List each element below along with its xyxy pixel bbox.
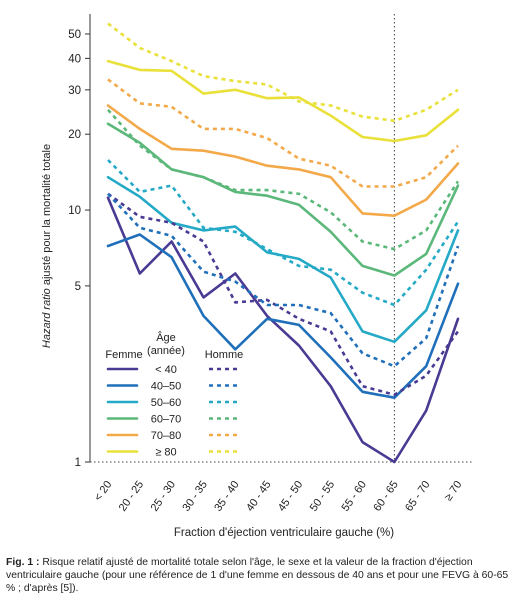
legend-age-label: 60–70 bbox=[151, 414, 182, 426]
x-tick-label: 55 - 60 bbox=[340, 479, 369, 514]
x-tick-label: 50 - 55 bbox=[308, 479, 337, 514]
legend-female-header: Femme bbox=[105, 349, 142, 361]
series-homme-70-80 bbox=[107, 78, 459, 188]
legend-age-label: < 40 bbox=[155, 364, 177, 376]
y-axis: 1 5 10 20 30 40 50 bbox=[68, 14, 91, 469]
y-tick-label: 10 bbox=[68, 205, 81, 217]
figure-caption: Fig. 1 : Risque relatif ajusté de mortal… bbox=[6, 556, 512, 595]
x-axis-label: Fraction d'éjection ventriculaire gauche… bbox=[174, 527, 394, 539]
series-femme-50-60 bbox=[106, 175, 460, 344]
y-tick-label: 1 bbox=[75, 457, 81, 469]
legend: Âge(année) Femme Homme < 40 40–50 50–60 60–70 7… bbox=[105, 331, 243, 459]
x-tick-label: 30 - 35 bbox=[180, 479, 209, 514]
y-tick-label: 40 bbox=[68, 53, 81, 65]
series-lines bbox=[106, 22, 460, 464]
x-tick-label: < 20 bbox=[92, 479, 114, 504]
series-homme-50-60 bbox=[107, 159, 460, 307]
hazard-ratio-chart: 1 5 10 20 30 40 50 < 20 20 - 25 25 - 30 30 - 35 35… bbox=[41, 14, 472, 539]
y-axis-label-italic: Hazard ratio bbox=[41, 288, 53, 348]
legend-age-label: 40–50 bbox=[151, 381, 182, 393]
legend-age-unit: (année) bbox=[147, 345, 185, 357]
series-femme-ge-80 bbox=[106, 59, 460, 143]
legend-age-label: 70–80 bbox=[151, 430, 182, 442]
x-tick-label: 35 - 40 bbox=[212, 479, 241, 514]
caption-label: Fig. 1 : bbox=[6, 557, 40, 568]
legend-age-header: Âge bbox=[156, 331, 176, 344]
y-axis-label: Hazard ratio ajusté pour la mortalité to… bbox=[41, 144, 53, 348]
series-homme-lt-40 bbox=[107, 192, 460, 397]
caption-text: Risque relatif ajusté de mortalité total… bbox=[6, 557, 509, 594]
x-axis: < 20 20 - 25 25 - 30 30 - 35 35 - 40 40 - 45 4… bbox=[92, 479, 464, 514]
legend-age-label: 50–60 bbox=[151, 397, 182, 409]
x-tick-label: 60 - 65 bbox=[371, 479, 400, 514]
y-tick-label: 20 bbox=[68, 129, 81, 141]
y-tick-label: 50 bbox=[68, 29, 81, 41]
x-tick-label: 20 - 25 bbox=[117, 479, 146, 514]
y-tick-label: 30 bbox=[68, 85, 81, 97]
x-tick-label: 40 - 45 bbox=[244, 479, 273, 514]
series-homme-40-50 bbox=[107, 192, 460, 368]
x-tick-label: ≥ 70 bbox=[442, 479, 464, 503]
series-femme-70-80 bbox=[106, 104, 460, 217]
x-tick-label: 25 - 30 bbox=[149, 479, 178, 514]
series-homme-60-70 bbox=[107, 108, 460, 251]
series-femme-40-50 bbox=[106, 233, 460, 400]
reference-lines bbox=[90, 14, 472, 463]
legend-age-label: ≥ 80 bbox=[155, 447, 176, 459]
series-femme-lt-40 bbox=[106, 196, 460, 464]
series-homme-ge-80 bbox=[107, 22, 459, 123]
legend-male-header: Homme bbox=[205, 349, 244, 361]
x-tick-label: 65 - 70 bbox=[403, 479, 432, 514]
x-tick-label: 45 - 50 bbox=[276, 479, 305, 514]
y-tick-label: 5 bbox=[75, 281, 81, 293]
y-axis-label-rest: ajusté pour la mortalité totale bbox=[41, 144, 53, 288]
